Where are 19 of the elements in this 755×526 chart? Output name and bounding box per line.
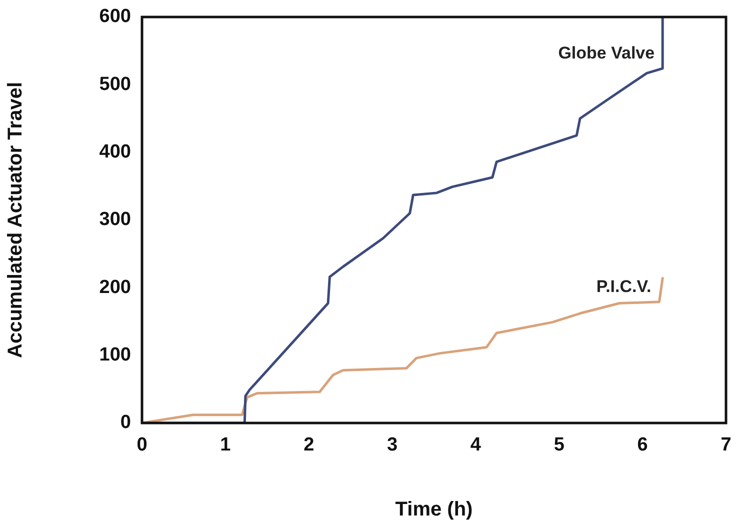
x-tick-label: 0: [136, 434, 148, 456]
y-tick-label: 200: [99, 276, 131, 298]
x-tick-label: 5: [554, 434, 565, 456]
x-axis-title: Time (h): [395, 498, 473, 521]
x-tick-label: 2: [304, 434, 314, 456]
x-tick-label: 4: [470, 434, 482, 456]
x-tick-label: 6: [637, 434, 648, 456]
x-tick-label: 3: [386, 434, 398, 456]
y-tick-label: 400: [99, 142, 131, 163]
x-tick-label: 1: [220, 434, 232, 456]
series-label: P.I.C.V.: [596, 277, 652, 296]
series-label: Globe Valve: [558, 44, 655, 63]
y-tick-label: 100: [99, 344, 131, 366]
y-tick-label: 300: [99, 209, 131, 230]
y-tick-label: 600: [99, 6, 131, 28]
y-tick-label: 500: [99, 74, 131, 95]
y-tick-label: 0: [120, 412, 131, 434]
y-axis-title: Accumulated Actuator Travel: [4, 82, 27, 358]
x-tick-label: 7: [720, 434, 732, 456]
